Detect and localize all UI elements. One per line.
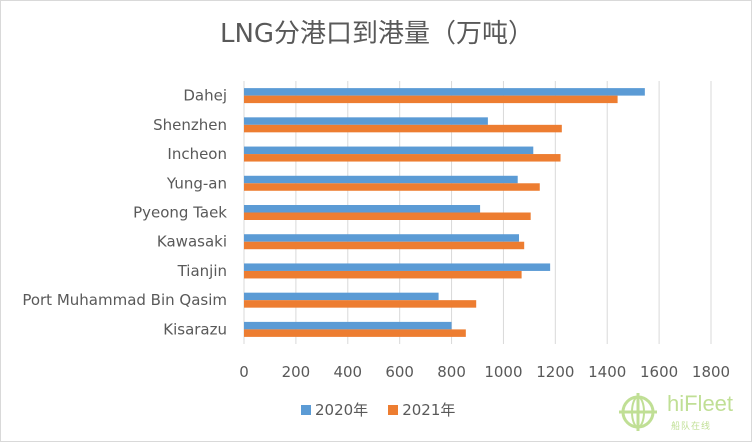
x-tick-label: 1400: [588, 363, 626, 381]
category-label: Kawasaki: [157, 233, 227, 251]
bar-2020: [244, 88, 645, 96]
bar-2021: [244, 212, 531, 220]
legend-item-2021: 2021年: [388, 399, 455, 420]
legend-label-2020: 2020年: [315, 401, 369, 419]
legend-item-2020: 2020年: [301, 399, 368, 420]
watermark-brand: hiFleet: [667, 391, 734, 416]
category-label: Dahej: [183, 87, 227, 105]
bar-2020: [244, 234, 520, 242]
bar-2021: [244, 183, 540, 191]
bar-2021: [244, 124, 562, 133]
bar-2020: [244, 292, 439, 301]
bar-2021: [244, 270, 522, 279]
bar-2021: [244, 241, 525, 250]
bar-2020: [244, 321, 452, 330]
bar-2020: [244, 263, 551, 271]
chart-title: LNG分港口到港量（万吨）: [219, 19, 535, 49]
bar-2021: [244, 300, 477, 308]
legend-label-2021: 2021年: [402, 401, 456, 419]
bar-2020: [244, 117, 488, 125]
bar-2021: [244, 95, 618, 104]
bar-2020: [244, 205, 481, 213]
legend-swatch-2020: [301, 404, 311, 415]
x-tick-label: 1200: [536, 363, 574, 381]
category-label: Kisarazu: [163, 320, 227, 338]
watermark-tagline: 船队在线: [671, 422, 712, 432]
category-label: Pyeong Taek: [133, 204, 227, 222]
bar-2021: [244, 329, 466, 337]
x-tick-label: 1800: [692, 363, 730, 381]
bar-2021: [244, 154, 561, 162]
x-tick-label: 400: [333, 363, 362, 381]
category-label: Shenzhen: [153, 116, 227, 134]
legend-swatch-2021: [388, 404, 399, 415]
watermark: hiFleet 船队在线: [613, 389, 743, 435]
x-tick-label: 600: [385, 363, 414, 381]
category-label: Yung-an: [166, 174, 227, 192]
globe-logo-icon: [619, 393, 657, 431]
bar-2020: [244, 146, 534, 155]
category-label: Tianjin: [177, 262, 227, 280]
legend: 2020年 2021年: [301, 399, 455, 420]
x-tick-label: 1000: [484, 363, 522, 381]
category-label: Port Muhammad Bin Qasim: [22, 291, 227, 309]
x-tick-label: 0: [239, 363, 249, 381]
x-tick-label: 200: [282, 363, 311, 381]
bar-2020: [244, 175, 518, 184]
x-tick-label: 800: [437, 363, 466, 381]
category-label: Incheon: [167, 145, 227, 163]
x-tick-label: 1600: [640, 363, 678, 381]
